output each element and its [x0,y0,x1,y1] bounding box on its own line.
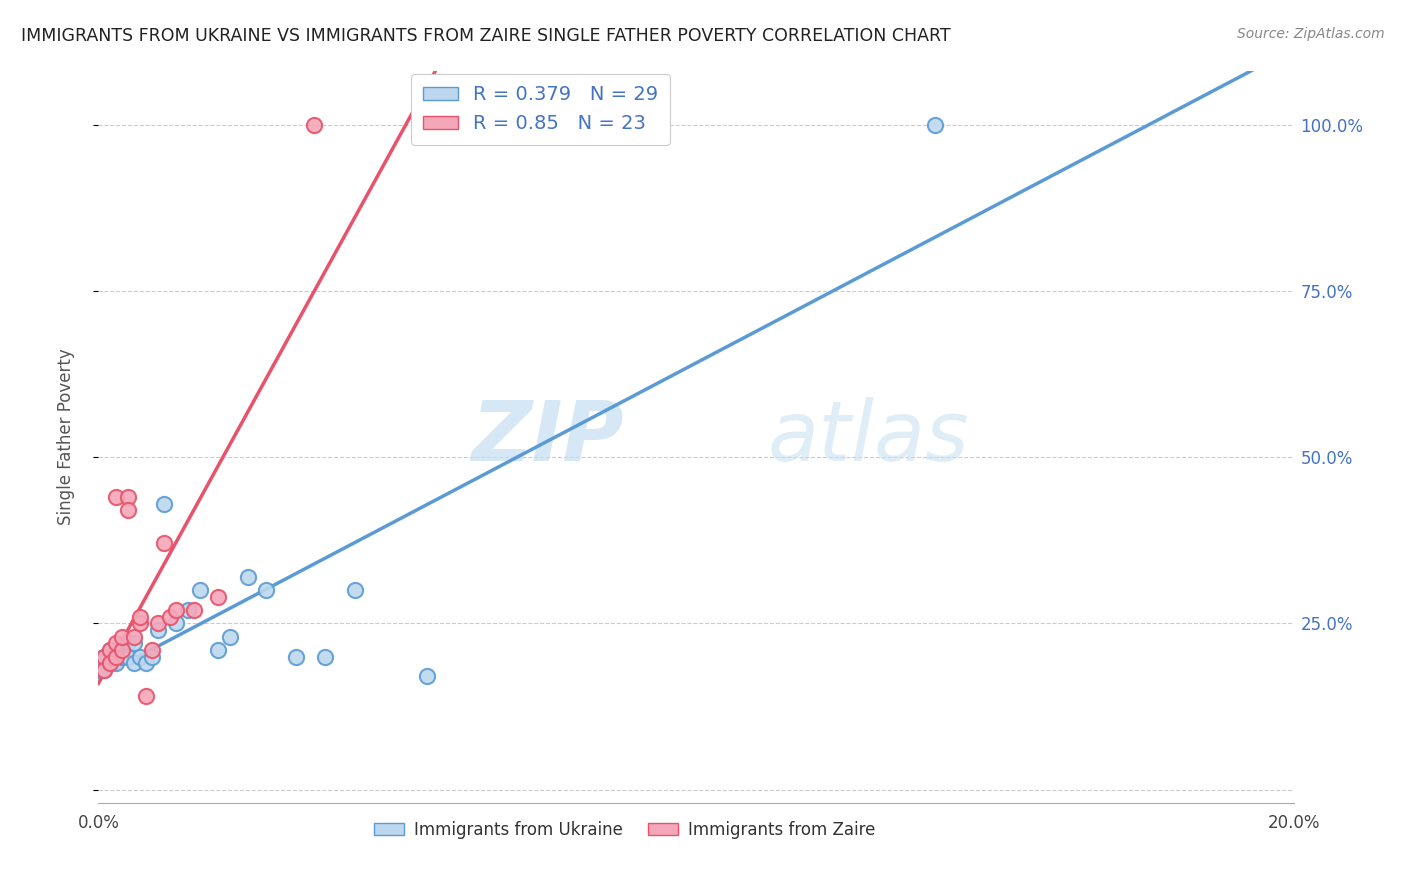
Point [105,656,128,670]
Point [141,643,163,657]
Point [98,643,122,657]
Point [111,630,134,644]
Point [188,582,211,597]
Point [183,603,205,617]
Point [207,590,229,604]
Point [93,649,115,664]
Point [105,649,128,664]
Point [315,649,337,664]
Point [153,497,176,511]
Point [135,690,157,704]
Point [98,656,122,670]
Point [98,656,122,670]
Point [105,649,128,664]
Point [124,656,146,670]
Point [111,643,134,657]
Point [129,609,152,624]
Point [105,490,128,504]
Point [153,536,176,550]
Point [124,630,146,644]
Point [111,643,134,657]
Point [135,656,157,670]
Text: IMMIGRANTS FROM UKRAINE VS IMMIGRANTS FROM ZAIRE SINGLE FATHER POVERTY CORRELATI: IMMIGRANTS FROM UKRAINE VS IMMIGRANTS FR… [21,27,950,45]
Point [117,636,139,650]
Point [117,490,139,504]
Point [416,669,439,683]
Point [177,603,200,617]
Point [148,623,170,637]
Point [236,570,259,584]
Point [141,649,163,664]
Point [111,649,134,664]
Point [129,649,152,664]
Point [98,643,122,657]
Point [165,616,187,631]
Point [117,649,139,664]
Y-axis label: Single Father Poverty: Single Father Poverty [56,349,75,525]
Point [124,636,146,650]
Point [284,649,307,664]
Point [117,503,139,517]
Point [344,582,367,597]
Point [219,630,242,644]
Point [207,643,229,657]
Point [924,118,946,132]
Point [165,603,187,617]
Point [148,616,170,631]
Point [254,582,277,597]
Point [105,636,128,650]
Text: atlas: atlas [768,397,969,477]
Point [129,616,152,631]
Legend: Immigrants from Ukraine, Immigrants from Zaire: Immigrants from Ukraine, Immigrants from… [367,814,882,846]
Text: ZIP: ZIP [471,397,624,477]
Point [93,663,115,677]
Point [302,118,325,132]
Text: Source: ZipAtlas.com: Source: ZipAtlas.com [1237,27,1385,41]
Point [93,649,115,664]
Point [93,663,115,677]
Point [159,609,181,624]
